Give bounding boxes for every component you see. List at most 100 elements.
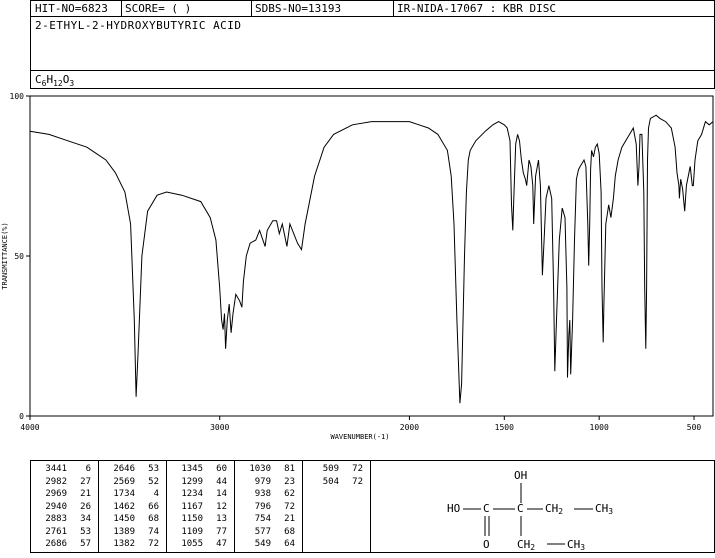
peak-transmittance: 44 [216, 476, 227, 487]
peak-transmittance: 53 [148, 464, 159, 474]
peak-row: 938 62 [235, 488, 302, 501]
x-tick-label: 2000 [400, 423, 419, 432]
sdbs-number: SDBS-NO=13193 [255, 2, 342, 15]
peak-row: 1167 12 [167, 501, 234, 514]
peak-column: 1030 81 979 23 938 62 796 72 754 21 577 68 549 64 [235, 461, 303, 552]
x-tick-label: 1000 [590, 423, 609, 432]
peak-transmittance: 62 [284, 489, 295, 499]
peak-row: 504 72 [303, 476, 371, 489]
peak-wavenumber: 1055 [181, 539, 203, 549]
peak-wavenumber: 938 [254, 489, 271, 499]
peak-wavenumber: 549 [254, 539, 271, 549]
peak-wavenumber: 2883 [45, 514, 67, 524]
ch2-b-label: CH2 [517, 538, 535, 552]
peak-row: 1462 66 [99, 501, 166, 514]
peak-transmittance: 60 [216, 464, 227, 474]
peak-transmittance: 26 [80, 501, 91, 512]
peak-row: 1055 47 [167, 538, 234, 551]
peak-wavenumber: 2686 [45, 539, 67, 549]
peak-transmittance: 72 [284, 501, 295, 512]
peak-row: 549 64 [235, 538, 302, 551]
hit-number: HIT-NO=6823 [35, 2, 108, 15]
peak-transmittance: 72 [352, 476, 363, 487]
peak-wavenumber: 2940 [45, 501, 67, 512]
peak-wavenumber: 577 [254, 526, 271, 537]
peak-row: 2982 27 [31, 476, 98, 489]
ch3-b-label: CH3 [567, 538, 585, 552]
peak-transmittance: 13 [216, 514, 227, 524]
peak-row: 2969 21 [31, 488, 98, 501]
ch3-a-label: CH3 [595, 502, 613, 516]
y-tick-label: 50 [14, 252, 24, 261]
peak-wavenumber: 2646 [113, 464, 135, 474]
peak-wavenumber: 1462 [113, 501, 135, 512]
peak-transmittance: 21 [80, 489, 91, 499]
compound-name: 2-ETHYL-2-HYDROXYBUTYRIC ACID [35, 19, 242, 32]
peak-transmittance: 47 [216, 539, 227, 549]
peak-wavenumber: 979 [254, 476, 271, 487]
peak-transmittance: 74 [148, 526, 159, 537]
peak-row: 2646 53 [99, 463, 166, 476]
peak-transmittance: 27 [80, 476, 91, 487]
peak-wavenumber: 509 [322, 464, 339, 474]
peak-transmittance: 72 [148, 539, 159, 549]
peak-transmittance: 23 [284, 476, 295, 487]
peak-wavenumber: 1234 [181, 489, 203, 499]
peak-row: 2883 34 [31, 513, 98, 526]
peak-wavenumber: 796 [254, 501, 271, 512]
peak-wavenumber: 1345 [181, 464, 203, 474]
peak-row: 1030 81 [235, 463, 302, 476]
molecular-formula: C6H12O3 [35, 73, 75, 89]
peak-transmittance: 57 [80, 539, 91, 549]
peak-row: 979 23 [235, 476, 302, 489]
ch2-a-label: CH2 [545, 502, 563, 516]
peak-wavenumber: 1150 [181, 514, 203, 524]
peak-column: 509 72 504 72 [303, 461, 371, 552]
peak-row: 2940 26 [31, 501, 98, 514]
peak-wavenumber: 2761 [45, 526, 67, 537]
y-tick-label: 0 [19, 412, 24, 421]
peak-column: 3441 6 2982 27 2969 21 2940 26 2883 34 2761 53 2686 5… [31, 461, 99, 552]
peak-row: 1450 68 [99, 513, 166, 526]
peak-transmittance: 6 [85, 464, 91, 474]
peak-row: 754 21 [235, 513, 302, 526]
structure-diagram: OH HO C C CH2 CH3 O CH2 CH3 [447, 469, 613, 552]
peak-row: 1382 72 [99, 538, 166, 551]
header-divider [121, 1, 122, 16]
peak-row: 509 72 [303, 463, 371, 476]
peak-wavenumber: 1167 [181, 501, 203, 512]
peak-transmittance: 34 [80, 514, 91, 524]
peak-wavenumber: 3441 [45, 464, 67, 474]
formula-box: C6H12O3 [30, 70, 715, 89]
header-divider [393, 1, 394, 16]
peak-row: 1234 14 [167, 488, 234, 501]
peak-row: 1734 4 [99, 488, 166, 501]
peak-transmittance: 66 [148, 501, 159, 512]
y-axis-label: TRANSMITTANCE(%) [1, 222, 9, 289]
peak-row: 2569 52 [99, 476, 166, 489]
peak-transmittance: 64 [284, 539, 295, 549]
peak-transmittance: 72 [352, 464, 363, 474]
c1-label: C [483, 502, 490, 515]
peak-transmittance: 12 [216, 501, 227, 512]
peak-transmittance: 81 [284, 464, 295, 474]
peak-row: 577 68 [235, 526, 302, 539]
peak-row: 2761 53 [31, 526, 98, 539]
peak-row: 1345 60 [167, 463, 234, 476]
peak-row: 2686 57 [31, 538, 98, 551]
peak-transmittance: 53 [80, 526, 91, 537]
peak-row: 796 72 [235, 501, 302, 514]
peak-transmittance: 68 [148, 514, 159, 524]
peak-transmittance: 52 [148, 476, 159, 487]
peak-wavenumber: 1734 [113, 489, 135, 499]
compound-name-box: 2-ETHYL-2-HYDROXYBUTYRIC ACID [30, 16, 715, 71]
x-tick-label: 3000 [210, 423, 229, 432]
peak-column: 2646 53 2569 52 1734 4 1462 66 1450 68 1389 74 1382 7… [99, 461, 167, 552]
y-tick-label: 100 [10, 92, 25, 101]
peak-transmittance: 77 [216, 526, 227, 537]
score: SCORE= ( ) [125, 2, 192, 15]
x-tick-label: 500 [687, 423, 702, 432]
peak-row: 1109 77 [167, 526, 234, 539]
ir-spectrum-chart: 4000 3000 2000 1500 1000 500 0 50 100 WAVENUMBER… [1, 92, 714, 441]
axis-ticks: 4000 3000 2000 1500 1000 500 0 50 100 [10, 92, 702, 432]
